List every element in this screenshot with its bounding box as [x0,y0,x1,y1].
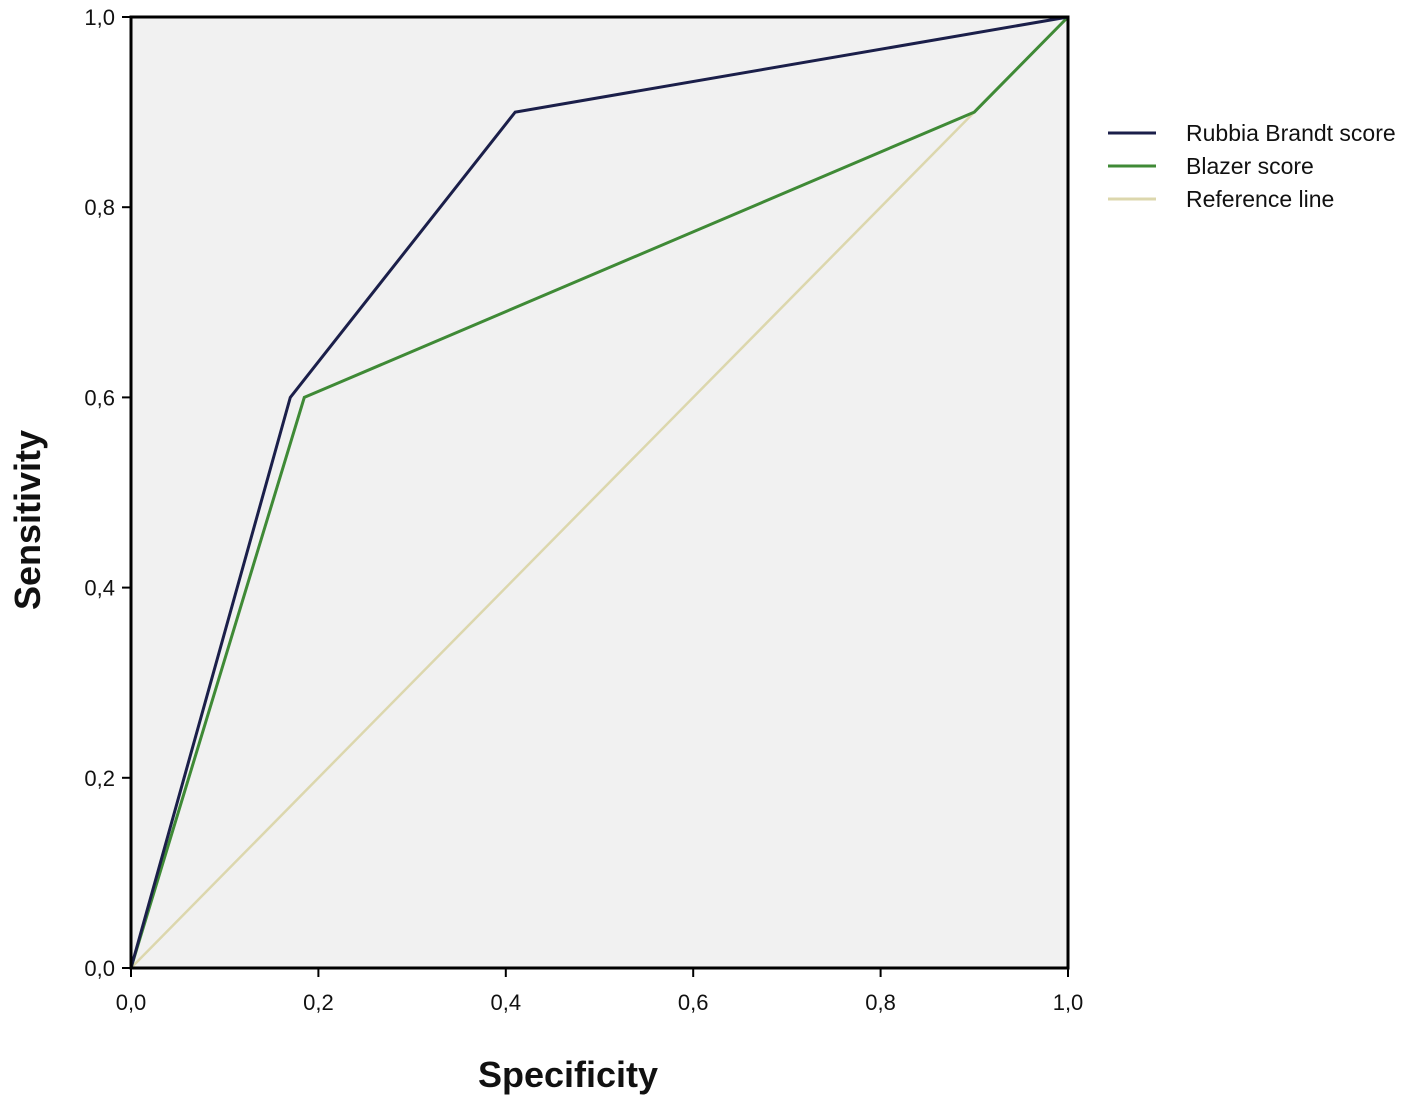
x-tick-label: 0,2 [303,990,334,1015]
x-tick-label: 0,6 [678,990,709,1015]
plot-frame [129,15,1070,970]
y-tick-label: 0,2 [84,766,115,791]
y-tick-label: 0,0 [84,956,115,981]
x-tick-label: 0,0 [116,990,147,1015]
y-tick-label: 0,6 [84,385,115,410]
x-tick-label: 0,4 [491,990,522,1015]
legend-label: Rubbia Brandt score [1186,120,1396,146]
x-axis: 0,0 0,2 0,4 0,6 0,8 1,0 [116,968,1084,1015]
y-tick-label: 1,0 [84,5,115,30]
legend-label: Blazer score [1186,153,1314,179]
y-axis-title: Sensitivity [7,430,48,610]
series-line-2 [130,16,1069,969]
x-tick-label: 0,8 [865,990,896,1015]
y-tick-label: 0,4 [84,576,115,601]
series-layer [129,15,1070,969]
series-line-1 [129,15,1070,969]
y-tick-label: 0,8 [84,195,115,220]
legend: Rubbia Brandt score Blazer score Reference… [1108,120,1396,212]
x-axis-title: Specificity [478,1054,658,1095]
x-tick-label: 1,0 [1053,990,1084,1015]
series-line-0 [129,15,1069,969]
legend-label: Reference line [1186,186,1334,212]
y-axis: 0,0 0,2 0,4 0,6 0,8 1,0 [84,5,131,981]
